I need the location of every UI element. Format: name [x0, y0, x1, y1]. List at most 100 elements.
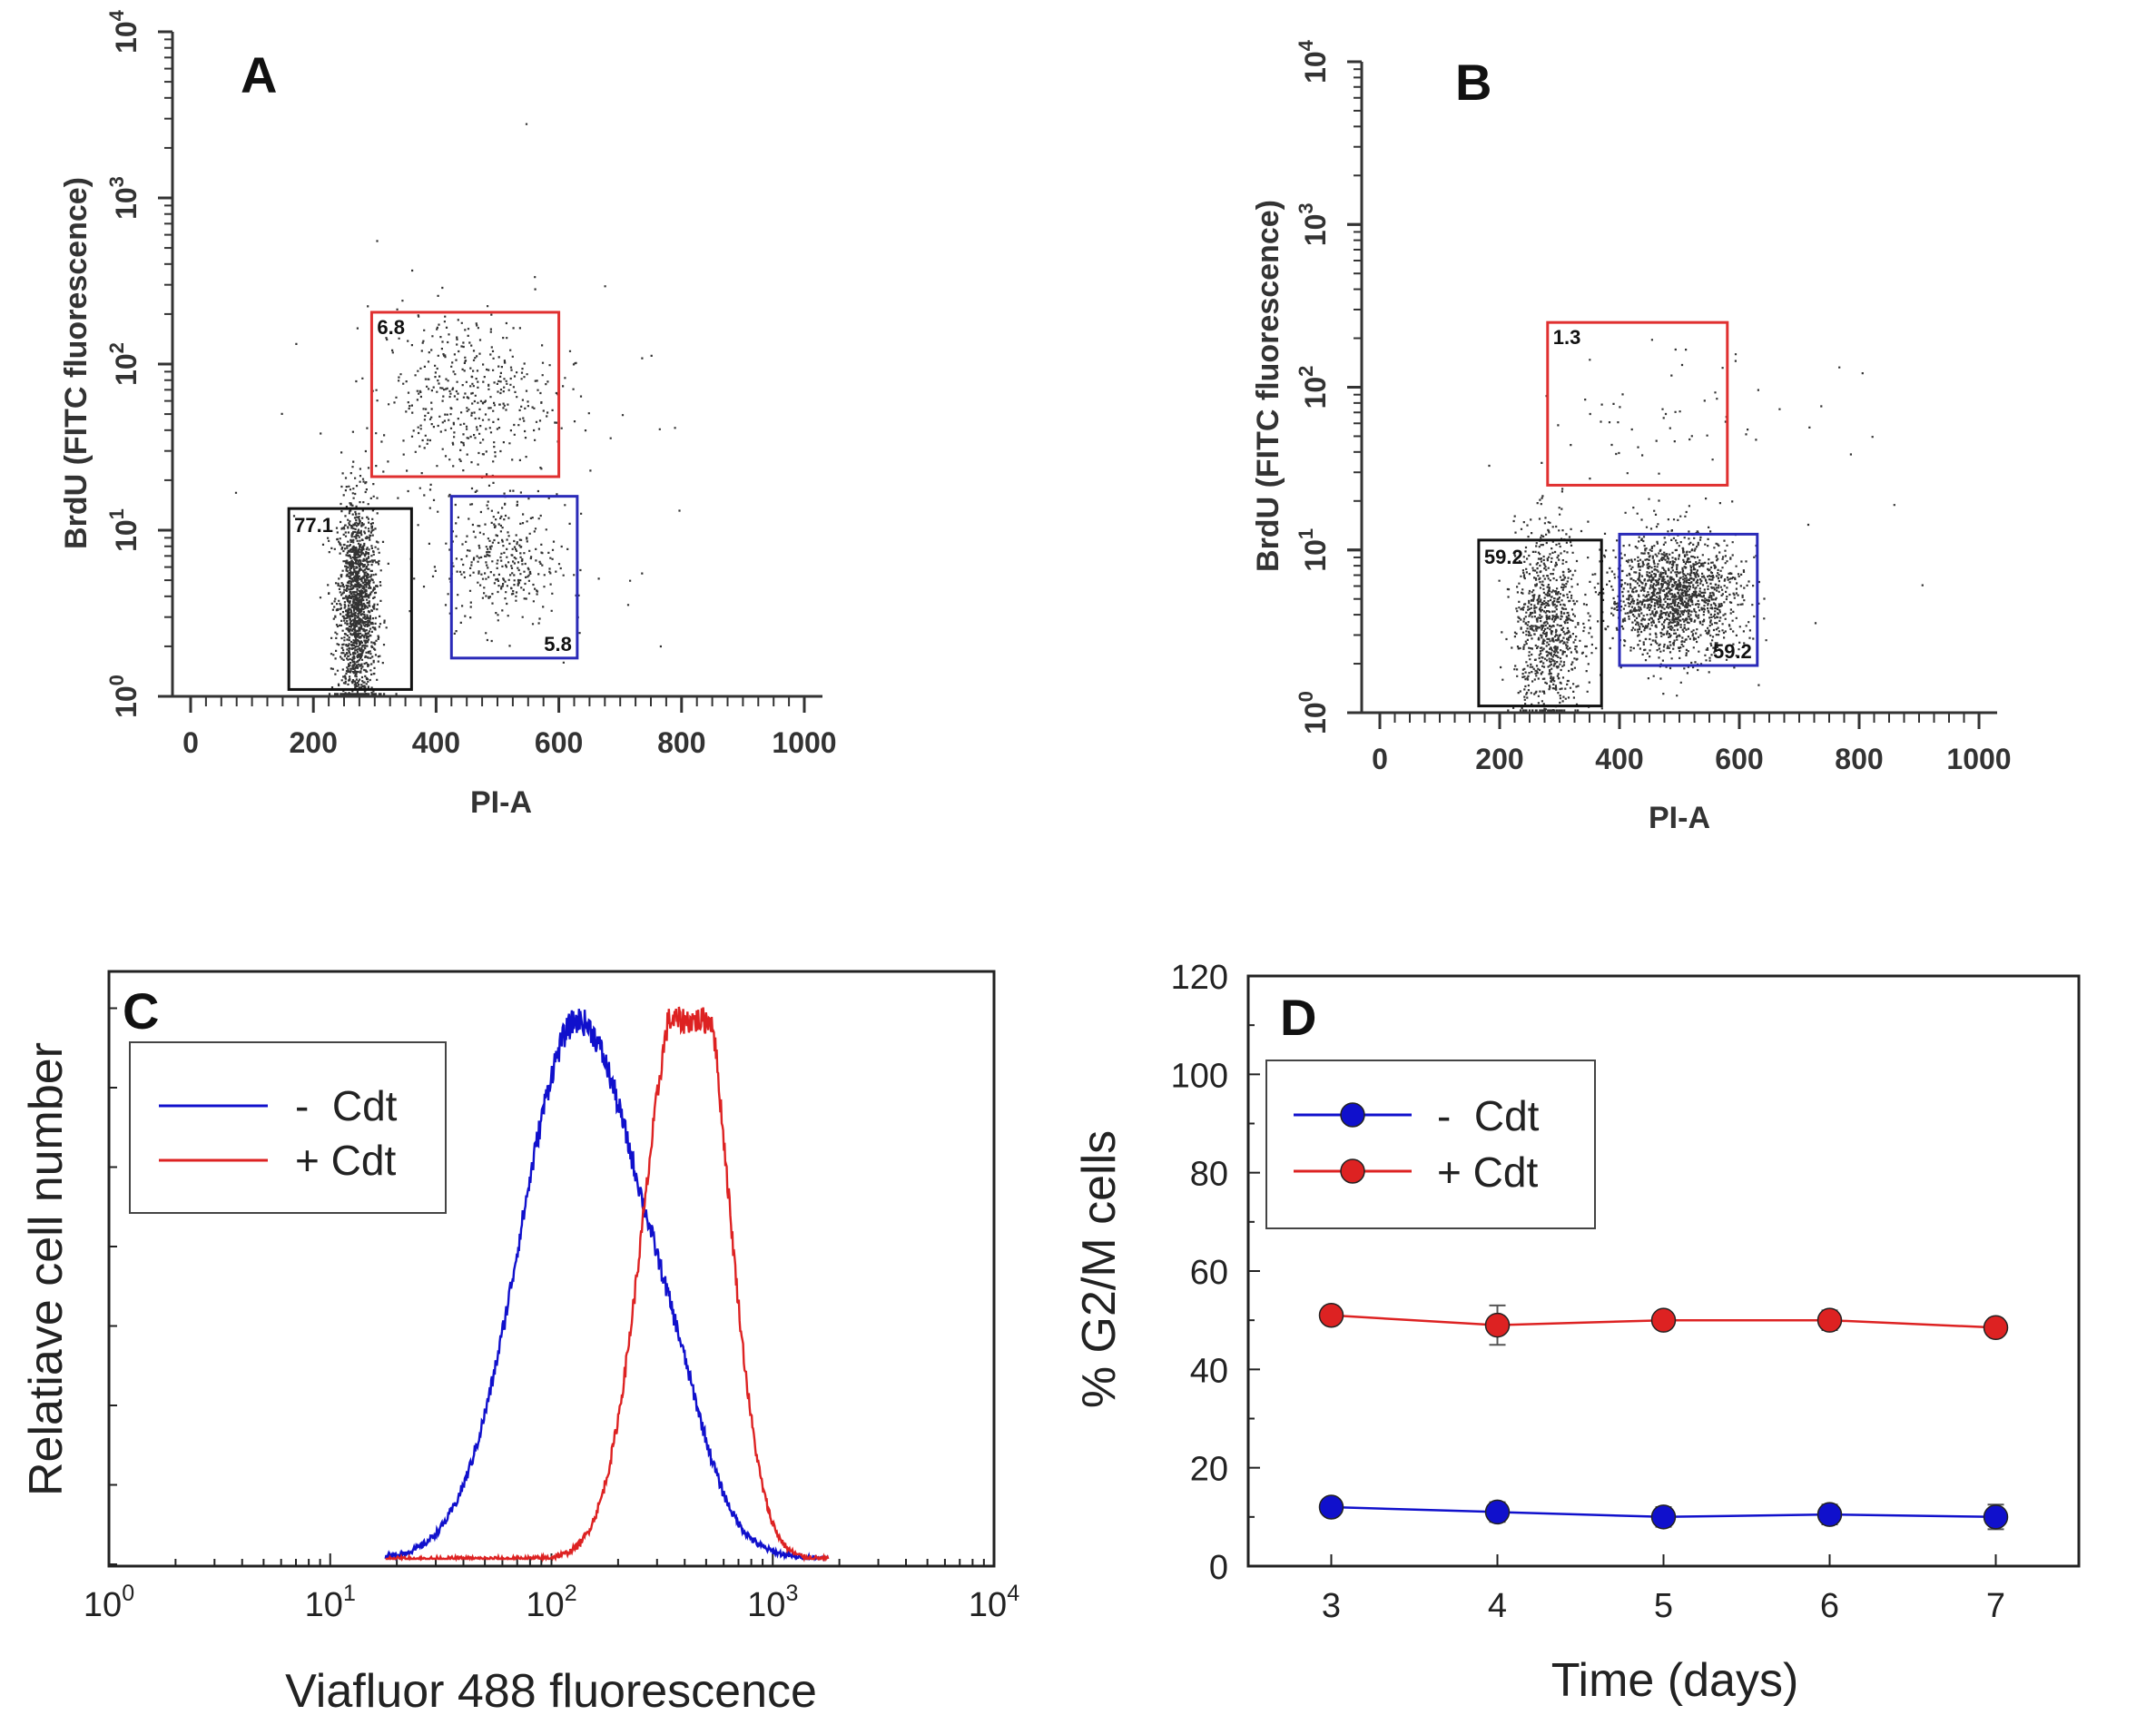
panel-c-x-tick-label: 104 — [969, 1581, 1019, 1624]
panel-c-x-tick-exponent: 2 — [565, 1581, 577, 1606]
panel-d-point-plus-cdt — [1816, 1307, 1843, 1333]
panel-b-gate-red — [1546, 320, 1729, 487]
panel-d-point-minus-cdt — [1318, 1494, 1344, 1520]
panel-a-y-tick-label: 104 — [105, 9, 143, 54]
panel-a-gates: 77.1 6.8 5.8 — [287, 310, 579, 691]
panel-b-y-tick-label: 102 — [1295, 366, 1332, 409]
panel-d-point-plus-cdt — [1983, 1315, 2009, 1341]
panel-b-letter: B — [1455, 54, 1491, 111]
panel-b-y-tick-base-text: 10 — [1299, 214, 1332, 247]
panel-b-dot-cloud — [1488, 339, 1924, 712]
panel-a-y-tick-exponent: 2 — [105, 342, 128, 353]
panel-b-gate-black — [1477, 538, 1603, 708]
panel-a-y-tick-base-text: 10 — [110, 519, 143, 552]
panel-c-legend-label-plus: + Cdt — [295, 1137, 396, 1184]
panel-b-y-tick-label: 104 — [1295, 39, 1332, 84]
panel-c-curve-plus-cdt — [385, 1006, 830, 1563]
panel-b-y-tick-exponent: 2 — [1295, 366, 1317, 377]
panel-d-series — [1318, 1303, 2009, 1531]
panel-b-y-tick-exponent: 3 — [1295, 202, 1317, 213]
panel-c-x-tick-exponent: 4 — [1007, 1581, 1019, 1606]
panel-a-y-tick-base: 101 — [105, 508, 143, 552]
panel-d-y-tick-label: 100 — [1171, 1057, 1228, 1095]
panel-a-x-tick-label: 0 — [182, 726, 199, 759]
panel-c-legend-label-minus: - Cdt — [295, 1082, 398, 1129]
panel-c-x-tick-base: 10 — [84, 1586, 122, 1624]
panel-a-x-tick-label: 200 — [290, 726, 338, 759]
panel-b-y-tick-exponent: 1 — [1295, 528, 1317, 539]
panel-b-x-tick-label: 600 — [1715, 743, 1763, 775]
panel-c-curve-minus-cdt — [384, 1009, 830, 1562]
panel-c-letter: C — [123, 982, 159, 1040]
panel-b-x-tick-label: 400 — [1595, 743, 1643, 775]
panel-c-x-tick-base: 10 — [969, 1586, 1007, 1624]
panel-a-y-tick-exponent: 1 — [105, 508, 128, 519]
panel-b-y-tick-base: 102 — [1295, 366, 1332, 409]
panel-d-x-label: Time (days) — [1551, 1654, 1799, 1707]
panel-a-y-tick-base: 102 — [105, 342, 143, 386]
panel-d-x-tick-label: 3 — [1322, 1587, 1341, 1625]
panel-d-y-tick-label: 40 — [1190, 1352, 1228, 1390]
panel-a-x-label: PI-A — [470, 785, 532, 820]
panel-b: 59.21.359.2 0 200 400 600 800 1000 1001011021… — [1251, 39, 2012, 835]
panel-d-legend-marker-plus — [1340, 1158, 1365, 1184]
panel-a-letter: A — [241, 46, 277, 104]
panel-a-gate-blue — [449, 495, 579, 660]
panel-a-minor-ticks — [158, 30, 806, 713]
panel-d-point-minus-cdt — [1816, 1502, 1843, 1527]
panel-a-x-tick-label: 400 — [412, 726, 460, 759]
panel-b-y-tick-base: 104 — [1295, 39, 1332, 84]
panel-d-point-plus-cdt — [1484, 1312, 1511, 1338]
panel-d-y-ticks: 0 20 40 60 80 100 120 — [1171, 959, 1260, 1587]
panel-a-x-tick-label: 600 — [535, 726, 583, 759]
panel-a-y-tick-exponent: 4 — [105, 9, 128, 21]
panel-c-y-ticks — [109, 1007, 117, 1565]
panel-d: 0 20 40 60 80 100 120 3 4 5 6 7 - Cdt + Cdt D Time… — [1073, 959, 2081, 1707]
panel-d-y-tick-label: 120 — [1171, 959, 1228, 997]
panel-c: 100 101 102 103 104 - Cdt + Cdt C Viafluor 4… — [20, 970, 1019, 1718]
panel-a: 77.16.85.8 0 200 400 600 800 1000 10010110210… — [59, 9, 837, 820]
panel-c-x-tick-label: 101 — [305, 1581, 356, 1624]
panel-d-point-minus-cdt — [1650, 1504, 1677, 1530]
panel-c-curves — [384, 1006, 830, 1563]
panel-d-y-tick-label: 60 — [1190, 1254, 1228, 1292]
panel-d-y-tick-label: 0 — [1209, 1549, 1228, 1587]
panel-a-y-tick-base: 103 — [105, 176, 143, 220]
panel-d-x-tick-label: 5 — [1654, 1587, 1673, 1625]
panel-b-y-tick-base: 103 — [1295, 202, 1332, 246]
panel-a-y-tick-label: 100 — [105, 675, 143, 718]
panel-b-gate-label-black: 59.2 — [1484, 546, 1523, 568]
panel-b-y-tick-label: 103 — [1295, 202, 1332, 246]
panel-d-y-tick-label: 20 — [1190, 1451, 1228, 1489]
panel-a-y-tick-base: 104 — [105, 9, 143, 54]
panel-c-x-tick-exponent: 1 — [343, 1581, 356, 1606]
panel-a-gate-label-blue: 5.8 — [544, 633, 572, 656]
panel-c-x-tick-label: 102 — [526, 1581, 576, 1624]
panel-c-legend — [129, 1041, 447, 1214]
panel-d-legend — [1265, 1060, 1596, 1229]
panel-b-y-tick-base-text: 10 — [1299, 702, 1332, 734]
panel-d-legend-marker-minus — [1340, 1102, 1365, 1128]
panel-a-dots — [234, 123, 681, 695]
panel-b-y-label: BrdU (FITC fluorescence) — [1251, 200, 1285, 572]
panel-a-dot-cloud — [234, 123, 681, 695]
panel-b-gates: 59.2 1.3 59.2 — [1477, 320, 1759, 708]
panel-a-y-tick-base-text: 10 — [110, 353, 143, 386]
panel-a-y-tick-label: 101 — [105, 508, 143, 552]
panel-a-gate-label-red: 6.8 — [377, 316, 405, 339]
panel-d-y-label: % G2/M cells — [1073, 1130, 1126, 1408]
panel-b-y-tick-label: 100 — [1295, 691, 1332, 734]
panel-d-point-plus-cdt — [1650, 1307, 1677, 1333]
panel-b-y-tick-base: 101 — [1295, 528, 1332, 572]
panel-c-x-tick-label: 103 — [747, 1581, 798, 1624]
panel-b-x-tick-label: 0 — [1372, 743, 1388, 775]
panel-d-x-tick-label: 4 — [1488, 1587, 1507, 1625]
panel-b-gate-label-red: 1.3 — [1553, 326, 1581, 349]
panel-b-y-tick-base-text: 10 — [1299, 377, 1332, 409]
panel-a-y-tick-base-text: 10 — [110, 187, 143, 220]
panel-b-dots — [1488, 339, 1924, 712]
panel-a-x-ticks: 0 200 400 600 800 1000 — [182, 726, 836, 759]
